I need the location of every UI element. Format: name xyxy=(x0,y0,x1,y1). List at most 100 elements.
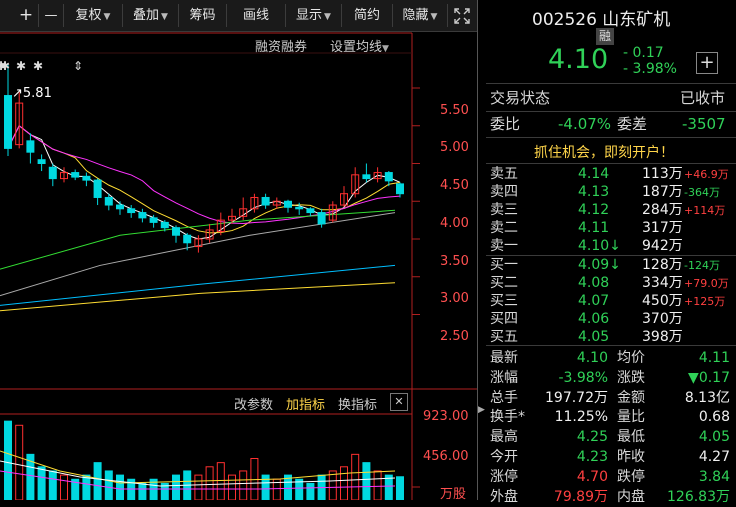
trade-status-value: 已收市 xyxy=(680,89,726,107)
overlay-dropdown[interactable]: 叠加 ▼ xyxy=(123,4,179,27)
level-change: +125万 xyxy=(684,295,726,308)
level-label: 买五 xyxy=(490,329,518,345)
level-price: 4.13 xyxy=(578,184,610,200)
candle-body xyxy=(26,140,35,153)
stat-label: 最低 xyxy=(617,429,645,446)
event-marker[interactable]: ✱ xyxy=(33,59,44,73)
order-book-row[interactable]: 买一 4.09↓ 128万 -124万 xyxy=(486,255,736,275)
stat-label: 涨幅 xyxy=(490,369,518,386)
level-price: 4.08 xyxy=(578,275,610,291)
order-book-row[interactable]: 卖三 4.12 284万 +114万 xyxy=(486,200,736,220)
open-account-link[interactable]: 抓住机会，即刻开户！ xyxy=(534,145,674,161)
switch-indicator-tab[interactable]: 换指标 xyxy=(338,398,378,413)
chevron-down-icon: ▼ xyxy=(382,44,389,54)
level-price: 4.09↓ xyxy=(578,257,621,273)
high-price-value: 5.81 xyxy=(22,86,52,101)
ma-settings-label: 设置均线 xyxy=(330,40,383,55)
level-volume: 317万 xyxy=(642,220,683,236)
summary-button[interactable]: 简约 xyxy=(342,4,393,27)
level-change: -364万 xyxy=(684,186,720,199)
candle-body xyxy=(104,196,113,206)
order-book-row[interactable]: 买四 4.06 370万 xyxy=(486,309,736,329)
volume-bar xyxy=(306,482,315,501)
change-params-tab[interactable]: 改参数 xyxy=(234,398,274,413)
candle-body xyxy=(250,196,259,210)
price-change: - 0.17 xyxy=(623,45,664,61)
stat-label: 涨跌 xyxy=(617,369,645,386)
level-change: +114万 xyxy=(684,204,726,217)
volume-bar xyxy=(60,474,68,501)
order-book-row[interactable]: 卖一 4.10↓ 942万 xyxy=(486,236,736,256)
kline-chart-panel[interactable]: 融资融券 设置均线▼ ✱ ✱ ✱ ✱ ⇕ ↗5.81 5.50 5.00 4.5… xyxy=(0,31,477,502)
volume-bar xyxy=(172,474,180,501)
panel-divider xyxy=(477,0,478,500)
restore-rights-dropdown[interactable]: 复权 ▼ xyxy=(64,4,123,27)
volume-bar xyxy=(228,474,236,501)
level-label: 卖五 xyxy=(490,166,518,182)
volume-bar xyxy=(138,482,147,501)
zoom-out-button[interactable]: — xyxy=(39,4,64,27)
candle-body xyxy=(4,95,12,149)
ma-settings-dropdown[interactable]: 设置均线▼ xyxy=(330,36,389,55)
price-tick: 3.00 xyxy=(440,291,469,306)
event-marker[interactable]: ✱ xyxy=(16,59,27,73)
hide-dropdown[interactable]: 隐藏 ▼ xyxy=(393,4,448,27)
stat-value: -3.98% xyxy=(558,369,608,386)
candle-body xyxy=(384,172,393,182)
candle-body xyxy=(127,208,136,214)
volume-bar xyxy=(93,462,102,501)
order-diff-label: 委差 xyxy=(617,115,648,133)
level-volume: 942万 xyxy=(642,238,683,254)
chevron-right-icon: ▶ xyxy=(478,405,485,415)
last-price: 4.10 xyxy=(548,44,609,75)
event-marker[interactable]: ✱ xyxy=(0,59,7,73)
draw-line-button[interactable]: 画线 xyxy=(227,4,286,27)
kline-chart[interactable] xyxy=(0,31,477,501)
add-watchlist-button[interactable]: + xyxy=(696,52,718,74)
order-book-row[interactable]: 卖五 4.14 113万 +46.9万 xyxy=(486,164,736,184)
fullscreen-button[interactable] xyxy=(449,4,475,27)
chevron-down-icon: ▼ xyxy=(324,12,331,22)
order-book-row[interactable]: 卖二 4.11 317万 xyxy=(486,218,736,238)
candle-body xyxy=(272,200,281,206)
order-ratio-label: 委比 xyxy=(490,115,521,133)
candle-body xyxy=(396,183,404,195)
level-volume: 334万 xyxy=(642,275,683,291)
margin-badge: 融 xyxy=(596,28,614,45)
add-indicator-tab[interactable]: 加指标 xyxy=(286,398,326,413)
stat-label: 换手* xyxy=(490,409,525,426)
level-change: -124万 xyxy=(684,259,720,272)
margin-trading-link[interactable]: 融资融券 xyxy=(255,40,308,55)
candle-body xyxy=(317,212,326,225)
price-tick: 5.50 xyxy=(440,103,469,118)
candle-body xyxy=(216,219,225,232)
candle-body xyxy=(172,227,180,236)
moving-average-line xyxy=(7,124,401,240)
order-book-row[interactable]: 买五 4.05 398万 xyxy=(486,327,736,347)
stat-value: 0.68 xyxy=(698,409,730,426)
fullscreen-icon xyxy=(454,8,470,24)
stat-label: 外盘 xyxy=(490,488,518,505)
stat-label: 均价 xyxy=(617,350,645,366)
trade-status-label: 交易状态 xyxy=(490,89,551,107)
candle-body xyxy=(228,215,236,221)
level-volume: 370万 xyxy=(642,311,683,327)
level-volume: 113万 xyxy=(642,166,683,182)
stat-label: 最高 xyxy=(490,429,518,446)
event-marker[interactable]: ✱ xyxy=(0,59,11,73)
order-book-row[interactable]: 买二 4.08 334万 +79.0万 xyxy=(486,273,736,293)
event-marker[interactable]: ⇕ xyxy=(73,59,84,73)
order-book-row[interactable]: 卖四 4.13 187万 -364万 xyxy=(486,182,736,202)
candle-body xyxy=(37,159,46,165)
close-subchart-button[interactable]: ✕ xyxy=(390,393,408,411)
stat-label: 昨收 xyxy=(617,449,645,465)
collapse-panel-handle[interactable]: ▶ xyxy=(478,395,486,425)
candle-body xyxy=(160,221,169,229)
order-book-row[interactable]: 买三 4.07 450万 +125万 xyxy=(486,291,736,311)
moving-average-line xyxy=(0,209,396,270)
candle-body xyxy=(261,196,270,206)
chips-button[interactable]: 筹码 xyxy=(179,4,227,27)
volume-bar xyxy=(104,470,113,501)
zoom-in-button[interactable]: + xyxy=(14,4,39,27)
display-dropdown[interactable]: 显示 ▼ xyxy=(286,4,342,27)
